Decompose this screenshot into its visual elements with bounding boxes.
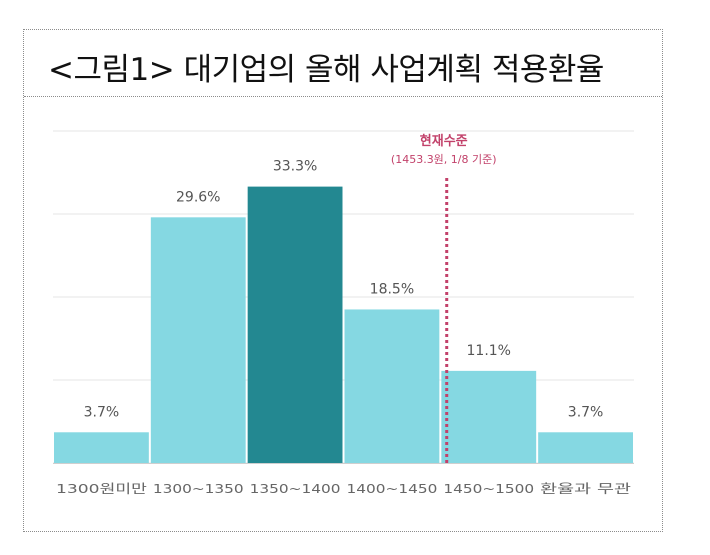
value-label: 18.5% [370,281,414,297]
category-label: 1300~1350 [153,481,244,496]
bar [54,432,149,463]
bar [344,309,440,463]
bar [538,432,633,463]
reference-label: 현재수준 [420,133,468,149]
value-label: 11.1% [467,343,511,359]
category-label: 1350~1400 [250,481,341,496]
bar [441,370,537,463]
value-label: 3.7% [84,404,120,420]
figure-frame: <그림1> 대기업의 올해 사업계획 적용환율 [23,29,663,532]
value-label: 3.7% [568,404,604,420]
bar [150,217,246,463]
title-divider [24,96,662,97]
value-label: 33.3% [273,159,317,175]
category-label: 1400~1450 [347,481,438,496]
category-label: 1450~1500 [443,481,534,496]
bar [247,186,343,464]
value-label: 29.6% [176,189,220,205]
figure-title: <그림1> 대기업의 올해 사업계획 적용환율 [48,52,604,88]
category-label: 환율과 무관 [540,481,632,496]
category-label: 1300원미만 [56,481,148,496]
reference-sublabel: (1453.3원, 1/8 기준) [391,153,497,166]
